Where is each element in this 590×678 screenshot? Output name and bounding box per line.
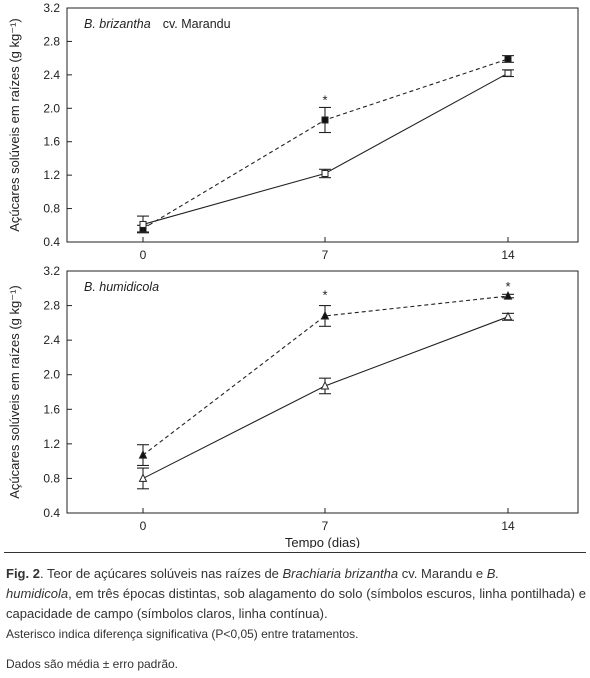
- panel-title: B. brizantha cv. Marandu: [84, 17, 231, 31]
- y-tick-label: 2.4: [43, 68, 60, 82]
- chart-panel-2: 0.4 0.8 1.2 1.6 2.0 2.4 2.8 3.2 0 7 14 Açúcares sol…: [7, 264, 579, 548]
- significance-asterisk: *: [322, 92, 327, 107]
- data-point-filled-triangle: [503, 290, 513, 300]
- y-tick-label: 1.2: [43, 437, 60, 451]
- data-point-filled-triangle: [320, 310, 330, 320]
- x-tick-label: 14: [501, 248, 515, 262]
- caption-species-a: Brachiaria brizantha: [282, 566, 399, 581]
- series-line-flooded: [142, 295, 509, 456]
- caption-text-a: . Teor de açúcares solúveis nas raízes d…: [39, 566, 283, 581]
- y-tick-label: 1.2: [43, 168, 60, 182]
- plot-frame: [66, 7, 579, 243]
- y-axis-label: Açúcares solúveis em raízes (g kg⁻¹): [7, 18, 22, 231]
- caption-fig-label: Fig. 2: [6, 566, 40, 581]
- caption-species-b-first: B.: [486, 566, 500, 581]
- caption-main: Fig. 2. Teor de açúcares solúveis nas ra…: [6, 564, 586, 624]
- x-axis-label: Tempo (dias): [285, 535, 360, 548]
- y-tick-label: 0.8: [43, 471, 60, 485]
- x-tick-label: 14: [501, 519, 515, 533]
- data-point-filled-triangle: [138, 449, 148, 459]
- y-tick-label: 1.6: [43, 402, 60, 416]
- x-tick-label: 0: [140, 519, 147, 533]
- y-tick-label: 2.8: [43, 34, 60, 48]
- plot-frame: [66, 270, 579, 514]
- y-tick-label: 0.8: [43, 202, 60, 216]
- caption-note-data: Dados são média ± erro padrão.: [6, 657, 179, 671]
- y-tick-label: 0.4: [43, 506, 60, 520]
- caption-text-b: cv. Marandu e: [398, 566, 487, 581]
- y-tick-label: 3.2: [43, 264, 60, 278]
- panel-title-species: B. humidicola: [84, 280, 159, 294]
- series-line-flooded: [142, 58, 509, 230]
- data-point-open-triangle: [320, 380, 330, 390]
- caption-separator: [4, 552, 586, 553]
- data-point-open-square: [139, 220, 147, 228]
- panel-title-suffix: cv. Marandu: [163, 17, 231, 31]
- x-tick-label: 0: [140, 248, 147, 262]
- significance-asterisk: *: [505, 279, 510, 294]
- y-tick-label: 2.4: [43, 333, 60, 347]
- y-tick-label: 0.4: [43, 235, 60, 249]
- caption-note-significance: Asterisco indica diferença significativa…: [6, 627, 359, 641]
- panel-title-species: B. brizantha: [84, 17, 151, 31]
- data-point-filled-square: [504, 55, 512, 63]
- series-line-field-capacity: [142, 316, 509, 479]
- y-tick-label: 3.2: [43, 1, 60, 15]
- x-tick-label: 7: [322, 248, 329, 262]
- y-tick-label: 1.6: [43, 135, 60, 149]
- data-point-open-square: [321, 169, 329, 177]
- x-tick-label: 7: [322, 519, 329, 533]
- figure: 0.4 0.8 1.2 1.6 2.0 2.4 2.8 3.2 0 7 14 Açúcares sol…: [7, 1, 579, 548]
- data-point-open-triangle: [138, 473, 148, 482]
- y-tick-label: 2.0: [43, 101, 60, 115]
- caption-species-b-second: humidicola: [6, 586, 69, 601]
- data-point-filled-square: [321, 116, 329, 124]
- data-point-open-triangle: [503, 311, 513, 321]
- y-axis-label: Açúcares solúveis em raízes (g kg⁻¹): [7, 285, 22, 498]
- significance-asterisk: *: [322, 287, 327, 302]
- y-tick-label: 2.0: [43, 368, 60, 382]
- chart-panel-1: 0.4 0.8 1.2 1.6 2.0 2.4 2.8 3.2 0 7 14 Açúcares sol…: [7, 1, 579, 262]
- caption-text-c: , em três épocas distintas, sob alagamen…: [6, 586, 586, 621]
- panel-title: B. humidicola: [84, 280, 159, 294]
- data-point-open-square: [504, 69, 512, 77]
- figure-caption: Fig. 2. Teor de açúcares solúveis nas ra…: [6, 564, 586, 674]
- y-tick-label: 2.8: [43, 299, 60, 313]
